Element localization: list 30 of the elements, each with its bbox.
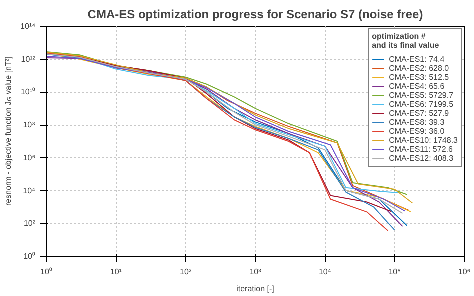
x-tick-label: 10⁵ — [388, 268, 401, 276]
legend-label: CMA-ES4: 65.6 — [389, 82, 445, 91]
x-tick-label: 10⁰ — [40, 268, 52, 276]
y-tick-label: 10¹⁰ — [20, 88, 36, 97]
y-tick-label: 10² — [24, 219, 36, 228]
legend-label: CMA-ES9: 36.0 — [389, 127, 445, 136]
y-tick-label: 10⁰ — [24, 252, 36, 261]
legend-label: CMA-ES10: 1748.3 — [389, 136, 458, 145]
legend-title: optimization # and its final value — [372, 32, 440, 50]
chart-title: CMA-ES optimization progress for Scenario S7 (noise free) — [88, 8, 424, 22]
legend-label: CMA-ES11: 572.6 — [389, 145, 453, 154]
legend-label: CMA-ES12: 408.3 — [389, 154, 454, 163]
x-tick-label: 10³ — [250, 268, 262, 276]
y-tick-label: 10⁴ — [23, 186, 36, 196]
x-tick-label: 10⁶ — [458, 268, 471, 276]
legend-label: CMA-ES6: 7199.5 — [389, 100, 454, 109]
x-tick-label: 10² — [180, 268, 192, 276]
y-tick-label: 10¹² — [21, 54, 36, 64]
y-tick-label: 10⁸ — [23, 120, 36, 130]
legend-label: CMA-ES5: 5729.7 — [389, 91, 454, 100]
legend-label: CMA-ES2: 628.0 — [389, 64, 450, 73]
legend-label: CMA-ES3: 512.5 — [389, 73, 450, 82]
x-tick-label: 10¹ — [110, 268, 122, 276]
legend-label: CMA-ES7: 527.9 — [389, 109, 450, 118]
x-axis-title: iteration [-] — [236, 284, 274, 294]
legend-label: CMA-ES1: 74.4 — [389, 55, 445, 64]
x-tick-label: 10⁴ — [319, 268, 332, 276]
y-tick-label: 10¹⁴ — [20, 22, 36, 31]
y-tick-label: 10⁶ — [23, 153, 36, 162]
legend-label: CMA-ES8: 39.3 — [389, 118, 445, 127]
